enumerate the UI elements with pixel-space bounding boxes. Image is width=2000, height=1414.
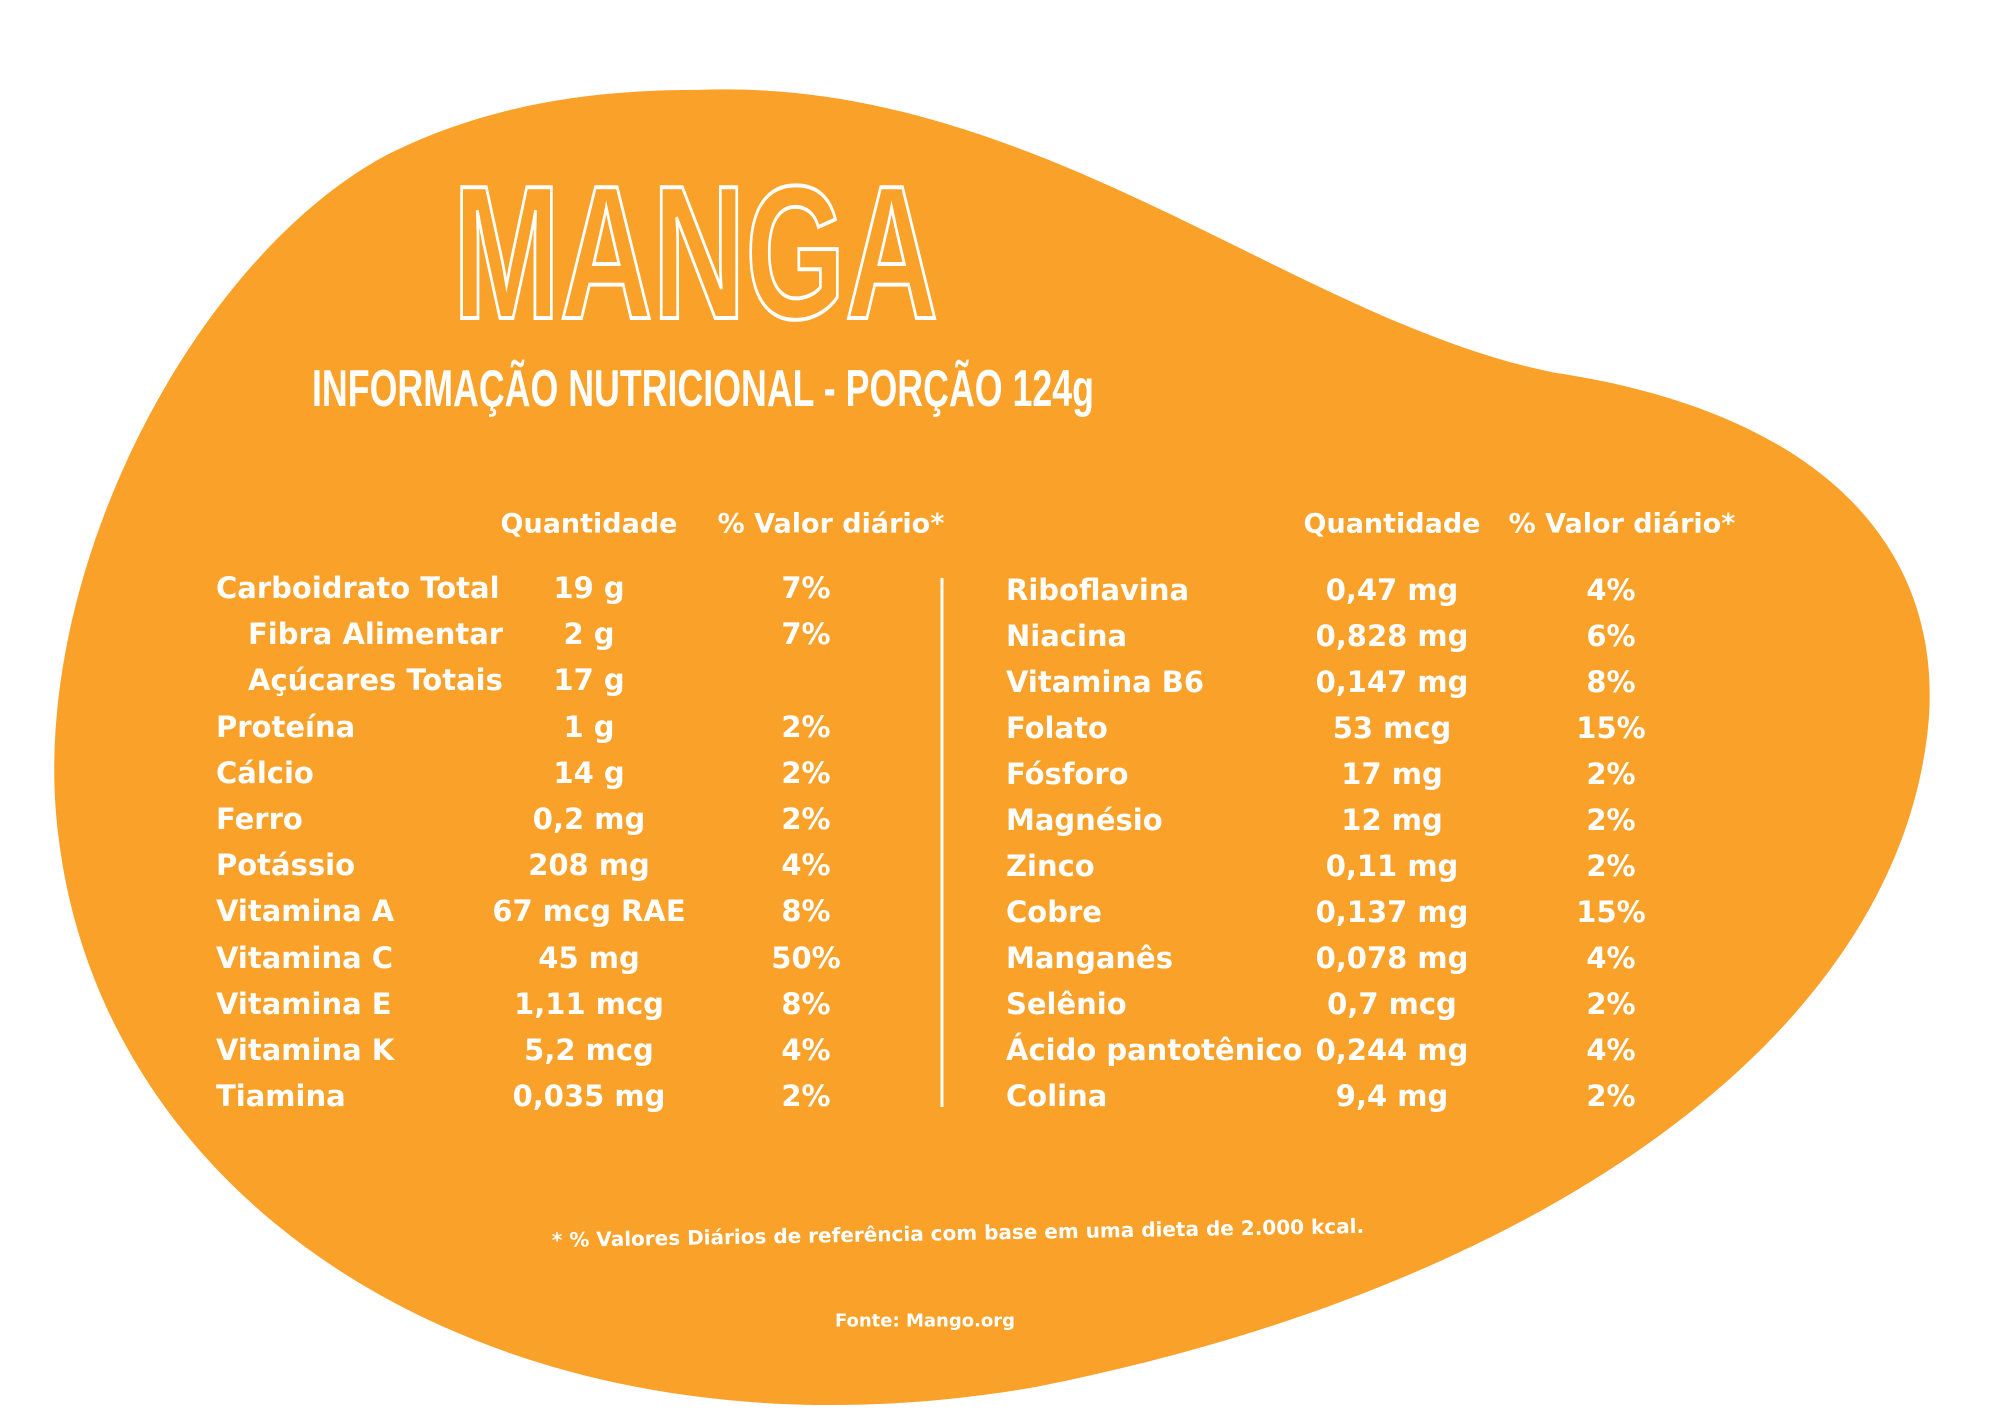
subtitle: INFORMAÇÃO NUTRICIONAL - PORÇÃO 124g bbox=[312, 359, 1094, 418]
nutrient-name: Fósforo bbox=[1006, 757, 1129, 791]
nutrient-daily-value: 2% bbox=[781, 802, 831, 836]
nutrient-daily-value: 4% bbox=[1586, 941, 1636, 975]
nutrient-quantity: 0,244 mg bbox=[1315, 1033, 1469, 1067]
nutrient-name: Cobre bbox=[1006, 895, 1102, 929]
nutrient-daily-value: 4% bbox=[1586, 573, 1636, 607]
nutrient-daily-value: 2% bbox=[781, 755, 831, 790]
nutrient-quantity: 0,035 mg bbox=[512, 1079, 666, 1114]
nutrient-quantity: 0,7 mcg bbox=[1327, 987, 1457, 1021]
nutrient-quantity: 45 mg bbox=[538, 940, 640, 975]
nutrient-daily-value: 2% bbox=[1586, 757, 1636, 791]
header-quantity: Quantidade bbox=[500, 508, 678, 540]
nutrient-quantity: 0,47 mg bbox=[1325, 573, 1459, 607]
nutrient-name: Vitamina E bbox=[216, 986, 392, 1021]
nutrient-daily-value: 7% bbox=[781, 617, 831, 652]
nutrient-quantity: 19 g bbox=[553, 571, 625, 605]
nutrient-name: Proteína bbox=[216, 709, 356, 744]
mango-blob bbox=[54, 89, 1930, 1406]
nutrient-quantity: 208 mg bbox=[528, 848, 650, 883]
source: Fonte: Mango.org bbox=[834, 1310, 1016, 1332]
nutrient-name: Vitamina A bbox=[216, 894, 395, 929]
nutrient-name: Vitamina B6 bbox=[1006, 665, 1205, 699]
nutrient-quantity: 1,11 mcg bbox=[514, 986, 664, 1021]
nutrient-daily-value: 6% bbox=[1586, 619, 1636, 653]
nutrient-name: Ácido pantotênico bbox=[1006, 1033, 1303, 1067]
nutrient-daily-value: 4% bbox=[1586, 1033, 1636, 1067]
nutrient-name: Zinco bbox=[1006, 849, 1095, 883]
nutrient-quantity: 17 g bbox=[553, 663, 625, 698]
nutrient-name: Selênio bbox=[1006, 987, 1127, 1021]
nutrient-name: Riboflavina bbox=[1006, 573, 1190, 607]
nutrient-name: Ferro bbox=[216, 802, 303, 836]
nutrient-quantity: 0,137 mg bbox=[1315, 895, 1469, 929]
nutrient-name: Vitamina C bbox=[216, 940, 394, 975]
header-daily-value: % Valor diário* bbox=[717, 508, 945, 540]
nutrient-quantity: 67 mcg RAE bbox=[492, 894, 686, 929]
nutrient-quantity: 12 mg bbox=[1341, 803, 1443, 837]
nutrient-name: Potássio bbox=[216, 848, 355, 883]
nutrient-daily-value: 2% bbox=[1586, 1079, 1636, 1113]
nutrient-name: Carboidrato Total bbox=[216, 571, 500, 605]
nutrient-name: Magnésio bbox=[1006, 803, 1163, 837]
nutrient-quantity: 9,4 mg bbox=[1335, 1079, 1449, 1113]
nutrient-quantity: 0,147 mg bbox=[1315, 665, 1469, 699]
nutrient-quantity: 5,2 mcg bbox=[524, 1033, 654, 1067]
nutrient-daily-value: 8% bbox=[781, 986, 831, 1021]
nutrient-name: Manganês bbox=[1006, 941, 1173, 975]
nutrient-daily-value: 15% bbox=[1576, 895, 1646, 929]
nutrient-quantity: 53 mcg bbox=[1332, 711, 1452, 745]
nutrient-daily-value: 50% bbox=[771, 940, 841, 975]
title: MANGA bbox=[453, 147, 938, 359]
nutrient-daily-value: 8% bbox=[781, 894, 831, 929]
header-daily-value: % Valor diário* bbox=[1508, 508, 1736, 540]
nutrient-daily-value: 2% bbox=[1586, 849, 1636, 883]
nutrient-name: Colina bbox=[1006, 1079, 1108, 1113]
nutrient-name: Açúcares Totais bbox=[248, 663, 503, 698]
nutrient-daily-value: 2% bbox=[1586, 987, 1636, 1021]
nutrient-quantity: 0,11 mg bbox=[1325, 849, 1459, 883]
header-quantity: Quantidade bbox=[1303, 508, 1481, 540]
nutrient-name: Cálcio bbox=[216, 755, 314, 790]
nutrient-daily-value: 15% bbox=[1576, 711, 1646, 745]
nutrient-name: Fibra Alimentar bbox=[248, 617, 504, 652]
nutrient-quantity: 1 g bbox=[563, 709, 615, 744]
nutrient-quantity: 2 g bbox=[563, 617, 615, 652]
nutrient-daily-value: 2% bbox=[781, 709, 831, 744]
nutrient-name: Vitamina K bbox=[216, 1033, 395, 1067]
nutrient-quantity: 0,2 mg bbox=[532, 802, 646, 836]
nutrient-daily-value: 8% bbox=[1586, 665, 1636, 699]
nutrient-quantity: 0,828 mg bbox=[1315, 619, 1469, 653]
nutrient-daily-value: 2% bbox=[781, 1079, 831, 1114]
nutrient-daily-value: 4% bbox=[781, 1033, 831, 1067]
nutrient-name: Niacina bbox=[1006, 619, 1128, 653]
nutrient-daily-value: 2% bbox=[1586, 803, 1636, 837]
nutrient-name: Tiamina bbox=[216, 1079, 346, 1114]
nutrient-quantity: 17 mg bbox=[1341, 757, 1443, 791]
nutrient-daily-value: 7% bbox=[781, 571, 831, 605]
nutrient-quantity: 14 g bbox=[553, 755, 625, 790]
nutrient-daily-value: 4% bbox=[781, 848, 831, 883]
nutrient-name: Folato bbox=[1006, 711, 1108, 745]
nutrient-quantity: 0,078 mg bbox=[1315, 941, 1469, 975]
